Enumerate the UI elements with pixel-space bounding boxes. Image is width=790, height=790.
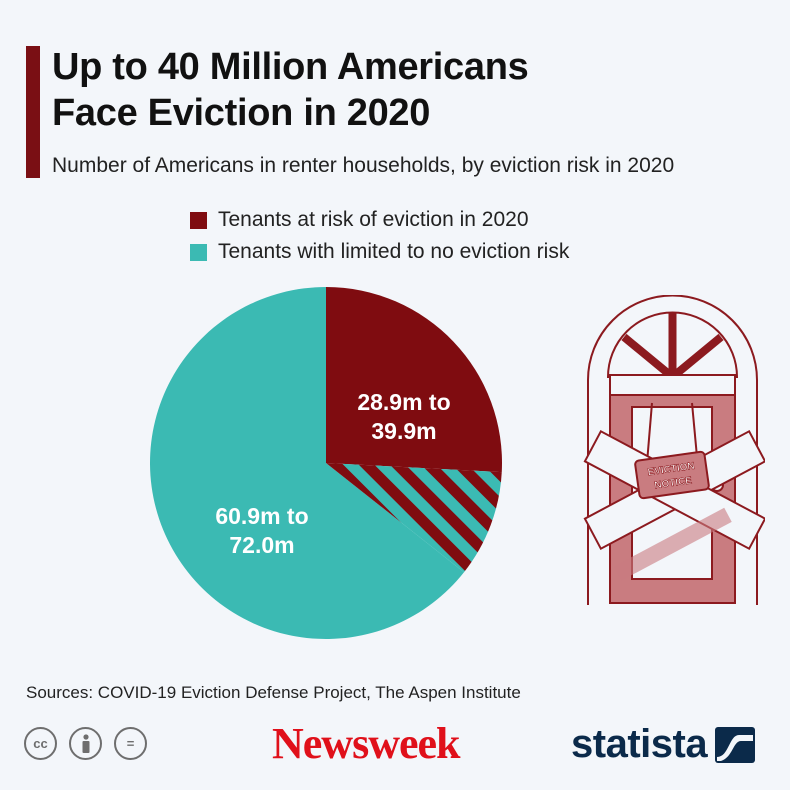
license-icons: cc = [24,727,147,760]
by-person-glyph [82,733,89,753]
chart-title: Up to 40 Million Americans Face Eviction… [52,44,529,136]
arch-spoke-2 [621,333,676,381]
data-label-at-risk-line-2: 39.9m [371,418,436,444]
by-person-head [82,733,89,740]
legend-item-limited-risk: Tenants with limited to no eviction risk [190,236,569,268]
newsweek-logo[interactable]: Newsweek [272,719,461,768]
door-outer-frame [587,295,758,605]
pie-slice-at-risk [326,287,502,473]
title-line-2: Face Eviction in 2020 [52,92,431,134]
legend-label-limited-risk: Tenants with limited to no eviction risk [218,240,570,263]
chart-subtitle: Number of Americans in renter households… [52,154,675,177]
eviction-notice-sign: EVICTION NOTICE [634,450,710,500]
cc-icon[interactable]: cc [24,727,57,760]
title-accent-bar [26,46,40,178]
statista-logo[interactable]: statista [571,722,756,767]
legend-label-at-risk: Tenants at risk of eviction in 2020 [218,208,529,231]
statista-mark-icon [715,726,756,763]
legend: Tenants at risk of eviction in 2020 Tena… [190,204,569,268]
statista-mark-wave [717,734,754,761]
data-label-limited-risk-line-2: 72.0m [229,532,294,558]
legend-item-at-risk: Tenants at risk of eviction in 2020 [190,204,569,236]
statista-wordmark: statista [571,722,708,766]
legend-swatch-limited-risk [190,243,207,261]
nd-icon[interactable]: = [114,727,147,760]
legend-swatch-at-risk [190,211,207,229]
door-floor-strip [613,507,732,581]
sign-string-left [646,402,653,464]
by-person-body [82,740,89,753]
pie-slice-uncertainty-range [326,463,502,573]
pie-slice-limited-risk [150,287,464,639]
data-label-at-risk-line-1: 28.9m to [357,389,450,415]
boarded-door-icon: EVICTION NOTICE [583,295,765,605]
eviction-sign-board [634,450,710,500]
door-lintel [609,374,736,396]
title-line-1: Up to 40 Million Americans [52,46,529,88]
sign-string-right [691,402,698,458]
arch-spoke-3 [669,333,724,381]
data-label-limited-risk-line-1: 60.9m to [215,503,308,529]
sources-note: Sources: COVID-19 Eviction Defense Proje… [26,683,521,702]
pie-chart: 28.9m to 39.9m 60.9m to 72.0m [150,287,502,639]
by-icon[interactable] [69,727,102,760]
